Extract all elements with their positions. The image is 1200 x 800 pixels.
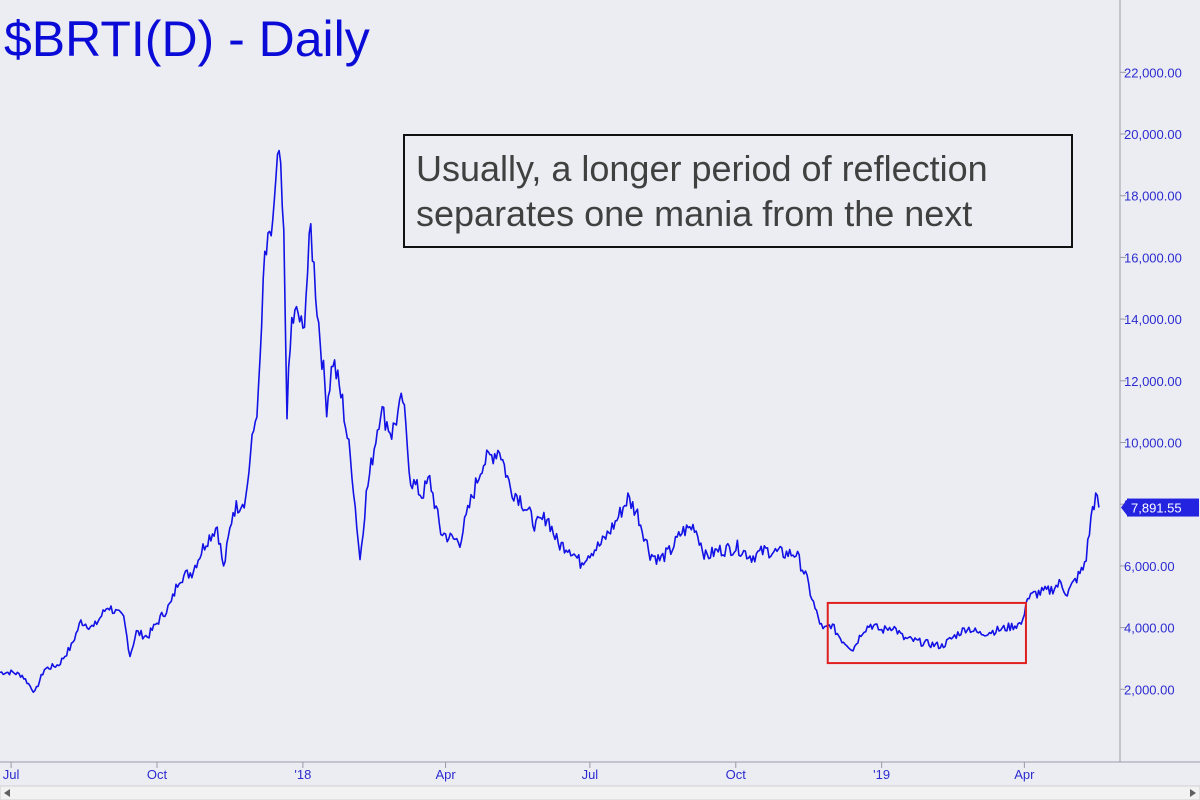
x-tick-label: Oct [726,767,747,782]
x-axis: Jul Oct '18 Apr Jul Oct '19 Apr [3,762,1035,782]
y-tick-label: 10,000.00 [1124,436,1182,451]
y-tick-label: 14,000.00 [1124,312,1182,327]
y-tick-label: 18,000.00 [1124,189,1182,204]
x-tick-label: '18 [294,767,311,782]
y-tick-label: 2,000.00 [1124,682,1175,697]
scrollbar-track[interactable] [0,785,1200,800]
series-line [0,149,1100,693]
y-tick-label: 20,000.00 [1124,127,1182,142]
x-tick-label: Jul [582,767,599,782]
y-tick-label: 6,000.00 [1124,559,1175,574]
last-value-label: 7,891.55 [1131,501,1182,516]
highlight-box [826,601,1027,665]
x-tick-label: '19 [873,767,890,782]
scroll-right-arrow-icon[interactable] [1190,789,1196,797]
last-value-box [1127,498,1199,517]
horizontal-scrollbar[interactable] [0,785,1200,800]
x-tick-label: Apr [435,767,456,782]
y-axis: 2,000.004,000.006,000.008,000.0010,000.0… [1120,65,1182,697]
last-value-arrow [1121,498,1128,517]
series-group [0,149,1100,693]
y-tick-label: 4,000.00 [1124,621,1175,636]
scroll-left-arrow-icon[interactable] [4,789,10,797]
annotation-line-1: Usually, a longer period of reflection [416,148,988,189]
chart-title: $BRTI(D) - Daily [4,11,370,67]
y-tick-label: 12,000.00 [1124,374,1182,389]
last-value-marker: 7,891.55 [1121,498,1199,517]
annotation: Usually, a longer period of reflection s… [403,134,1073,248]
annotation-box [403,134,1073,248]
annotation-line-2: separates one mania from the next [416,193,972,234]
x-tick-label: Jul [3,767,20,782]
x-tick-label: Apr [1014,767,1035,782]
x-tick-label: Oct [147,767,168,782]
y-tick-label: 22,000.00 [1124,65,1182,80]
y-tick-label: 16,000.00 [1124,250,1182,265]
